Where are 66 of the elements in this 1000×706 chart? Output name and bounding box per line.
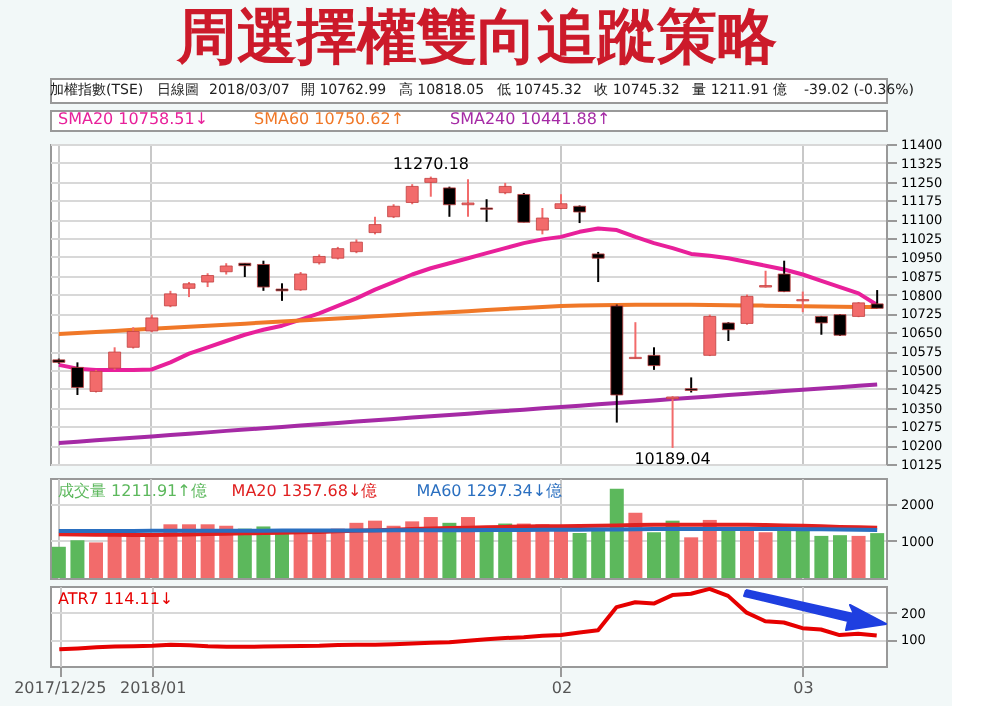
candlestick [126, 326, 140, 350]
bar [795, 528, 810, 578]
bar [89, 542, 104, 578]
bar [851, 535, 866, 578]
candlestick [294, 271, 308, 292]
bar [758, 532, 773, 578]
bar [721, 528, 736, 578]
candlestick [424, 175, 438, 198]
x-tick-label: 2018/01 [119, 679, 187, 697]
candlestick [777, 259, 791, 294]
series-label: MA20 1357.68↓億 [231, 482, 378, 500]
bar [609, 488, 624, 578]
candlestick [405, 183, 419, 206]
candlestick [517, 191, 531, 224]
candlestick [666, 395, 679, 449]
bar [368, 520, 383, 578]
text: SMA240 10441.88↑ [450, 110, 611, 128]
candlestick [443, 185, 456, 218]
bar [870, 533, 885, 578]
candlestick [108, 346, 122, 371]
candlestick [480, 198, 493, 223]
candlestick [703, 313, 717, 358]
bar [572, 533, 587, 578]
text: SMA20 10758.51↓ [58, 110, 209, 128]
candlestick [647, 346, 661, 371]
candlestick [591, 250, 605, 284]
bar [591, 528, 606, 578]
bar [646, 532, 661, 578]
annotation: 10189.04 [634, 449, 711, 468]
bar [51, 546, 66, 578]
bar [107, 535, 122, 578]
text: ATR7 114.11↓ [58, 590, 174, 608]
bar [275, 530, 290, 578]
candlestick [740, 293, 754, 326]
bar [423, 517, 438, 578]
bar [832, 535, 847, 578]
candlestick [257, 259, 270, 292]
bar [349, 522, 364, 578]
bar [386, 525, 401, 578]
bar [739, 530, 754, 578]
line-series [57, 586, 879, 652]
bar [312, 530, 327, 578]
series-label: MA60 1297.34↓億 [416, 482, 563, 500]
bar [70, 540, 85, 578]
bar [814, 535, 829, 578]
candlestick [628, 321, 642, 360]
chart-title: 周選擇權雙向追蹤策略 [175, 5, 778, 71]
bar [293, 530, 308, 578]
candlestick [870, 289, 884, 310]
bar [553, 530, 568, 578]
candlestick [796, 290, 810, 314]
bar [126, 535, 141, 578]
bar [684, 537, 699, 578]
x-tick-label: 02 [551, 679, 573, 697]
text: SMA60 10750.62↑ [254, 110, 405, 128]
bar [144, 535, 159, 578]
line-series [56, 382, 880, 445]
x-tick-label: 2017/12/25 [14, 679, 107, 697]
annotation: 11270.18 [392, 154, 469, 173]
candlestick [71, 361, 84, 396]
bar [777, 528, 792, 578]
x-tick-label: 03 [793, 679, 814, 697]
candlestick [461, 178, 475, 218]
series-label: 成交量 1211.91↑億 [58, 482, 207, 500]
candlestick [721, 321, 735, 343]
candlestick [535, 207, 549, 236]
